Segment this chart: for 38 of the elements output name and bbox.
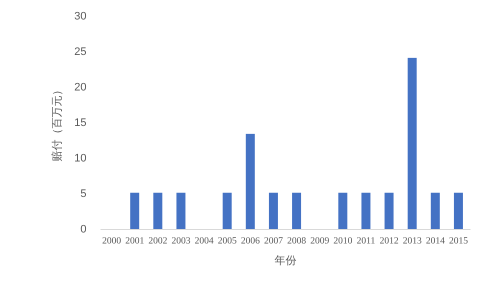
bar [430,192,440,229]
x-tick-label: 2007 [264,236,284,246]
x-tick-label: 2010 [333,236,353,246]
bar [176,192,186,229]
bar [408,58,417,229]
x-tick-label: 2013 [402,236,422,246]
y-tick-label: 0 [80,224,86,236]
x-tick-label: 2002 [148,236,168,246]
bar [292,192,302,229]
y-tick-label: 10 [74,152,86,164]
x-tick-label: 2012 [380,236,399,246]
y-axis-title: 赔付（百万元） [50,84,64,162]
bar [130,192,140,229]
y-tick-label: 30 [74,10,86,22]
bar [246,134,255,229]
bar [361,192,370,229]
bar [454,192,463,229]
x-tick-label: 2006 [240,236,260,246]
x-tick-label: 2001 [125,236,144,246]
bar [153,192,162,229]
y-tick-label: 25 [74,46,86,58]
x-tick-label: 2008 [287,236,306,246]
x-tick-label: 2011 [356,236,376,246]
x-tick-label: 2004 [194,236,214,246]
x-tick-label: 2003 [171,236,191,246]
bar [268,192,278,229]
y-tick-label: 15 [74,117,86,129]
x-tick-label: 2014 [426,236,446,246]
bar [384,192,394,229]
bar [338,192,348,229]
bar [222,192,232,229]
x-axis-title: 年份 [274,254,296,267]
y-tick-label: 20 [74,82,86,94]
x-tick-label: 2000 [102,236,122,246]
y-tick-label: 5 [80,188,86,200]
x-tick-label: 2009 [310,236,330,246]
x-tick-label: 2005 [218,236,237,246]
x-tick-label: 2015 [448,236,468,246]
